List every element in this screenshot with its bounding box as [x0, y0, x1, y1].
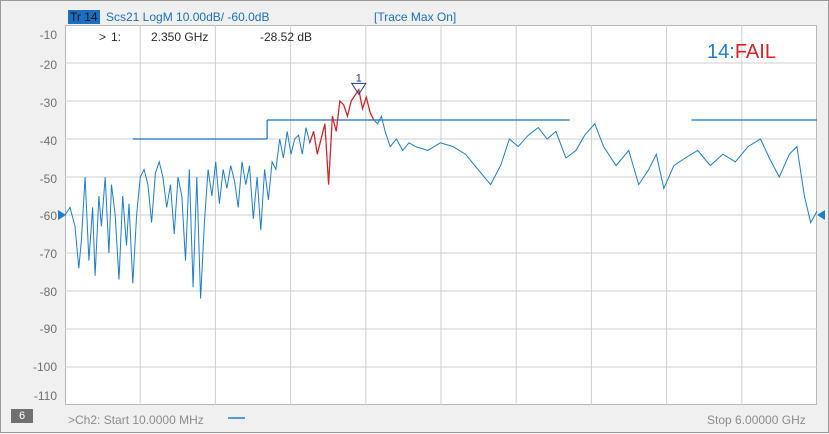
status-trace-number: 14:: [707, 41, 735, 63]
limit-lines: [132, 119, 817, 140]
marker-flag-label: 1: [356, 72, 362, 84]
y-tick-label: -90: [39, 322, 57, 336]
y-tick-label: -80: [39, 285, 57, 299]
y-tick-label: -60: [39, 209, 57, 223]
marker-frequency: 2.350 GHz: [151, 30, 209, 44]
y-tick-label: -30: [39, 96, 57, 110]
marker-pointer: >: [99, 30, 107, 44]
y-tick-label: -70: [39, 247, 57, 261]
limit-test-status: 14:FAIL: [707, 41, 776, 64]
marker-triangle-icon: [350, 82, 367, 96]
trace-badge[interactable]: Tr 14: [68, 10, 100, 24]
trace-series-line: [64, 88, 818, 299]
reference-left-arrow-icon: [58, 210, 66, 220]
stop-frequency[interactable]: Stop 6.00000 GHz: [707, 413, 806, 427]
y-tick-label: -40: [39, 134, 57, 148]
y-tick-label: -50: [39, 172, 57, 186]
trace-info: Scs21 LogM 10.00dB/ -60.0dB: [106, 10, 270, 24]
marker-label: 1:: [111, 30, 122, 44]
y-tick-label: -10: [39, 28, 57, 42]
grid-lines: [65, 25, 817, 405]
marker-value: -28.52 dB: [260, 30, 313, 44]
y-tick-label: -110: [33, 389, 57, 403]
channel-badge[interactable]: 6: [11, 409, 33, 423]
marker-1: 1: [350, 72, 367, 96]
trace-mode: [Trace Max On]: [374, 10, 457, 24]
y-tick-label: -20: [39, 58, 57, 72]
status-result: FAIL: [734, 41, 776, 63]
start-frequency[interactable]: >Ch2: Start 10.0000 MHz: [68, 413, 204, 427]
trace-fail-segment: [309, 88, 375, 185]
y-tick-label: -100: [32, 360, 57, 374]
reference-right-arrow-icon: [817, 210, 825, 220]
